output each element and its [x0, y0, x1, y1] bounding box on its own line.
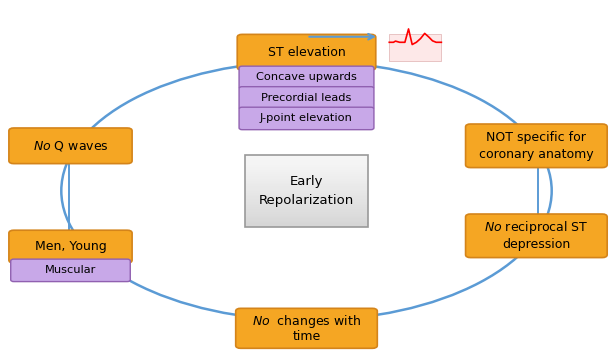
FancyBboxPatch shape [239, 87, 374, 109]
FancyBboxPatch shape [9, 230, 132, 263]
FancyBboxPatch shape [389, 34, 441, 61]
Text: ST elevation: ST elevation [268, 46, 345, 59]
Text: Early
Repolarization: Early Repolarization [259, 175, 354, 207]
FancyBboxPatch shape [11, 259, 131, 282]
Text: $\it{No}$ Q waves: $\it{No}$ Q waves [32, 139, 109, 153]
FancyBboxPatch shape [239, 107, 374, 130]
Text: NOT specific for
coronary anatomy: NOT specific for coronary anatomy [479, 131, 593, 161]
Text: time: time [292, 330, 321, 343]
FancyBboxPatch shape [466, 124, 607, 168]
Text: $\it{No}$ reciprocal ST: $\it{No}$ reciprocal ST [484, 219, 588, 237]
FancyBboxPatch shape [466, 214, 607, 258]
FancyBboxPatch shape [9, 128, 132, 163]
FancyBboxPatch shape [235, 308, 377, 348]
Text: Concave upwards: Concave upwards [256, 72, 357, 82]
Text: Precordial leads: Precordial leads [261, 93, 352, 103]
FancyBboxPatch shape [237, 34, 376, 70]
Text: J-point elevation: J-point elevation [260, 113, 353, 123]
FancyBboxPatch shape [239, 66, 374, 89]
Text: Muscular: Muscular [45, 265, 96, 275]
Text: Men, Young: Men, Young [34, 240, 107, 253]
Text: $\it{No}$  changes with: $\it{No}$ changes with [252, 312, 361, 330]
Text: depression: depression [502, 238, 571, 251]
